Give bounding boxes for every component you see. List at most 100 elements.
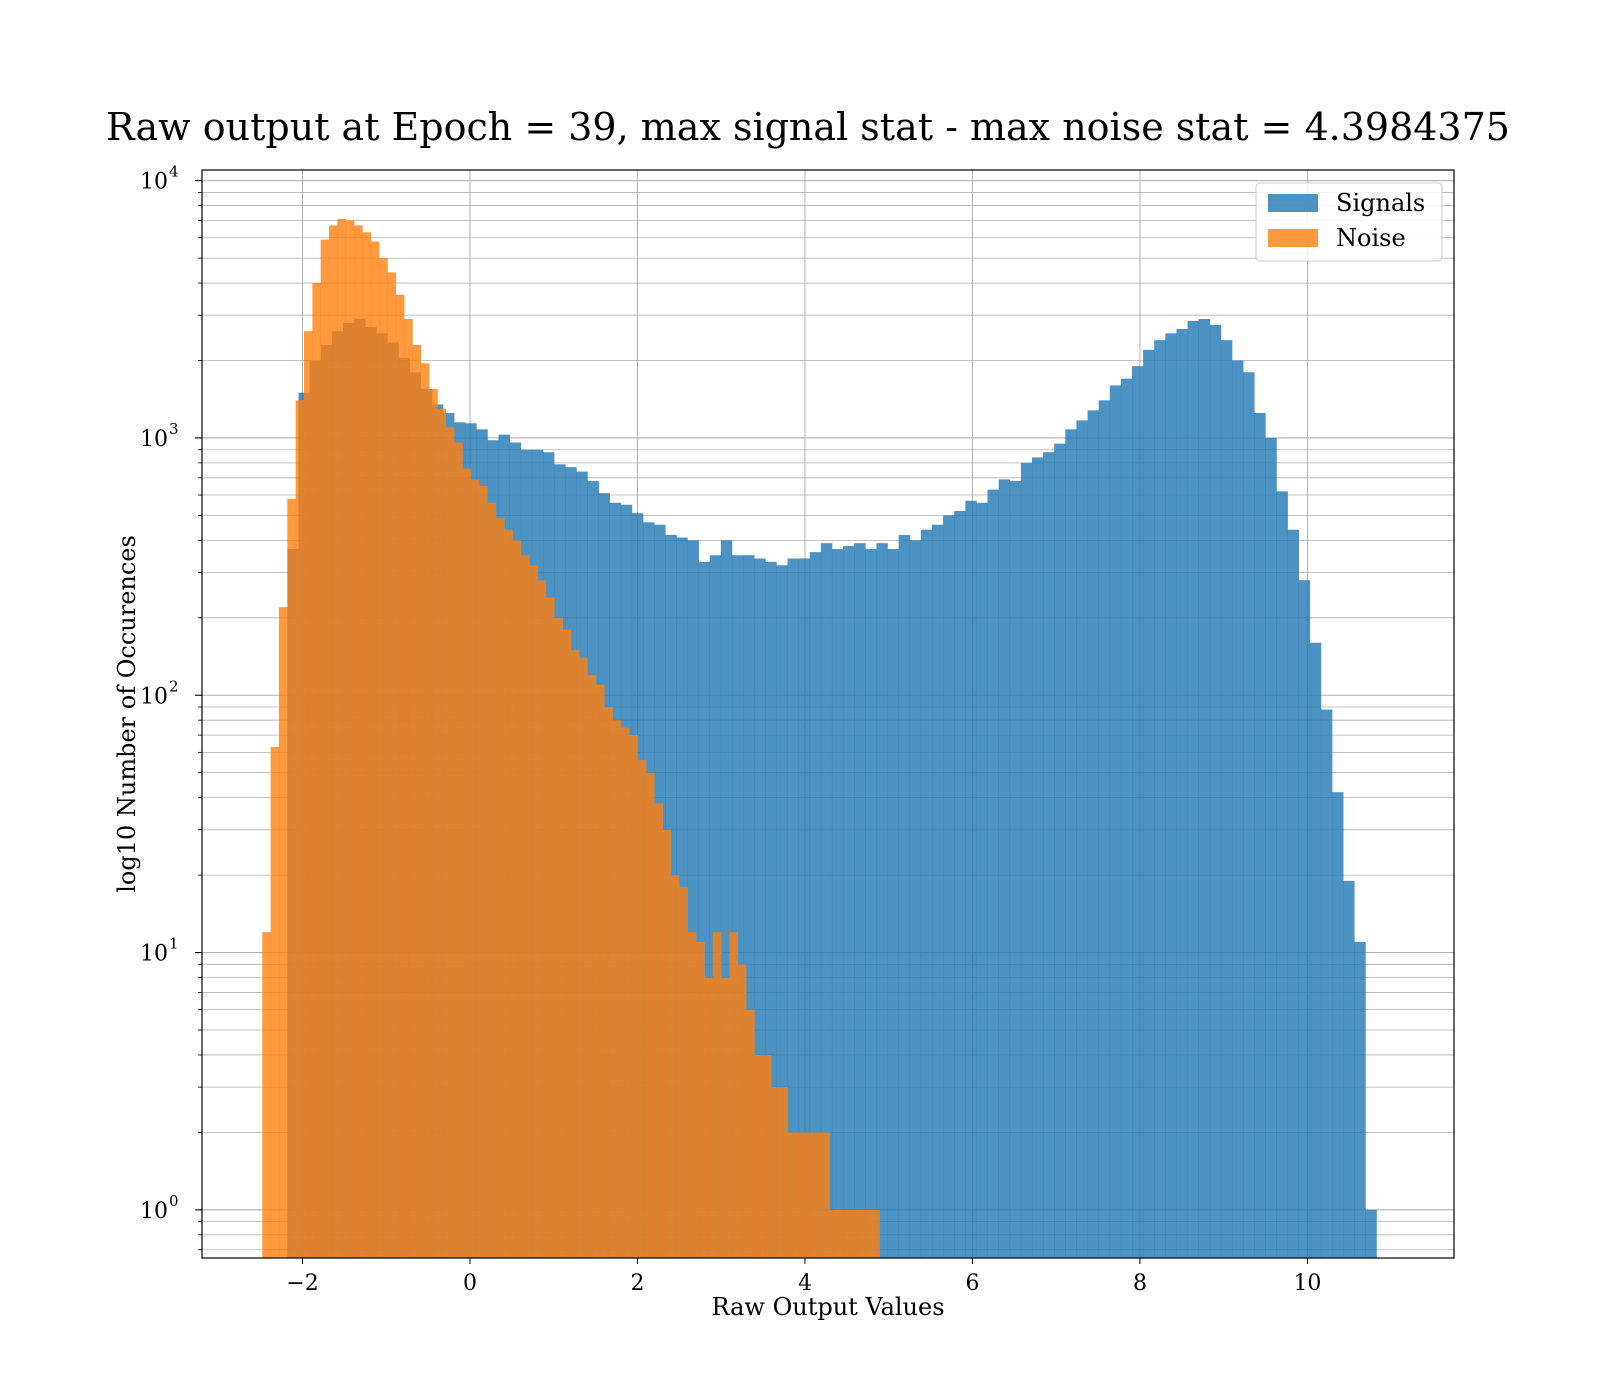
legend-label-signals: Signals (1336, 189, 1425, 217)
x-axis-label: Raw Output Values (711, 1293, 944, 1321)
bar-noise (312, 283, 321, 1258)
x-tick-label: 10 (1293, 1271, 1321, 1296)
bar-noise (545, 597, 555, 1258)
bar-signals (1198, 318, 1211, 1258)
bar-signals (931, 524, 944, 1258)
x-axis-ticks: −2 0 2 4 6 8 10 (286, 1258, 1321, 1296)
bar-noise (329, 225, 338, 1259)
y-tick-label: 10 (140, 1199, 168, 1224)
bar-noise (520, 555, 530, 1258)
bar-noise (696, 941, 705, 1258)
bar-noise (854, 1209, 864, 1258)
bar-signals (1243, 372, 1255, 1258)
bar-signals (1165, 333, 1177, 1259)
noise-bars (262, 218, 880, 1259)
bar-noise (295, 400, 305, 1258)
bar-noise (529, 565, 538, 1258)
bar-noise (262, 932, 271, 1258)
bar-signals (1098, 400, 1111, 1258)
bar-noise (671, 875, 680, 1258)
bar-signals (1031, 457, 1044, 1258)
bar-signals (1354, 941, 1366, 1258)
bar-noise (304, 331, 313, 1258)
bar-signals (1020, 462, 1033, 1259)
bar-noise (437, 408, 447, 1259)
bar-noise (829, 1209, 839, 1258)
bar-signals (1232, 360, 1244, 1259)
bar-signals (876, 543, 888, 1258)
bar-signals (887, 549, 899, 1258)
bar-noise (629, 735, 638, 1258)
bar-signals (1343, 880, 1355, 1258)
bar-signals (987, 489, 999, 1258)
bar-noise (637, 760, 647, 1258)
bar-noise (779, 1087, 789, 1258)
bar-signals (765, 561, 777, 1258)
y-tick-exponent: 2 (169, 677, 179, 695)
bar-signals (1132, 366, 1144, 1258)
bar-noise (579, 657, 588, 1258)
bar-noise (821, 1132, 830, 1258)
bar-noise (512, 540, 522, 1258)
bar-noise (495, 517, 505, 1258)
bar-signals (1109, 385, 1122, 1258)
bar-signals (743, 555, 755, 1258)
bar-noise (612, 720, 622, 1258)
bar-noise (837, 1209, 847, 1258)
bar-signals (720, 540, 733, 1258)
bar-noise (470, 479, 480, 1258)
bar-signals (1254, 413, 1266, 1258)
bar-noise (404, 318, 413, 1258)
bar-noise (654, 803, 663, 1258)
bar-signals (698, 561, 711, 1258)
legend-label-noise: Noise (1336, 224, 1406, 252)
y-tick-label: 10 (140, 684, 168, 709)
bar-noise (454, 442, 463, 1258)
y-tick-label: 10 (140, 942, 168, 967)
bar-signals (1298, 580, 1311, 1258)
bar-noise (354, 225, 363, 1259)
bar-signals (1054, 443, 1066, 1258)
bar-signals (709, 555, 722, 1258)
bar-signals (1187, 320, 1199, 1258)
bar-signals (831, 549, 844, 1258)
bar-signals (909, 540, 922, 1258)
legend-swatch-noise (1268, 229, 1318, 247)
bar-signals (787, 558, 799, 1258)
bar-noise (787, 1132, 797, 1258)
bar-noise (871, 1209, 880, 1258)
bar-signals (1043, 452, 1055, 1258)
bar-noise (345, 220, 355, 1258)
bar-signals (1120, 378, 1133, 1258)
bar-signals (1265, 437, 1277, 1258)
bar-noise (395, 294, 405, 1258)
bar-noise (754, 1054, 764, 1258)
y-tick-exponent: 1 (169, 935, 179, 953)
bar-signals (843, 546, 855, 1258)
bar-noise (420, 363, 430, 1258)
bar-noise (429, 388, 438, 1258)
bar-noise (287, 498, 296, 1258)
bar-signals (920, 529, 933, 1258)
bar-signals (798, 558, 811, 1258)
legend: Signals Noise (1255, 182, 1443, 262)
bar-signals (1332, 792, 1344, 1258)
bar-noise (804, 1132, 814, 1258)
bar-signals (943, 515, 955, 1258)
bar-signals (1276, 491, 1288, 1258)
bar-noise (687, 932, 697, 1258)
bar-noise (796, 1132, 805, 1258)
bar-noise (812, 1132, 822, 1258)
bar-noise (554, 617, 563, 1258)
bar-signals (1176, 329, 1188, 1258)
bar-signals (965, 500, 977, 1258)
bar-signals (1320, 709, 1333, 1258)
bar-noise (762, 1054, 772, 1258)
x-tick-label: 2 (630, 1271, 644, 1296)
bar-noise (487, 502, 497, 1258)
bar-noise (445, 427, 455, 1259)
y-tick-exponent: 3 (169, 420, 179, 438)
bar-noise (562, 629, 572, 1258)
bar-noise (604, 707, 613, 1258)
